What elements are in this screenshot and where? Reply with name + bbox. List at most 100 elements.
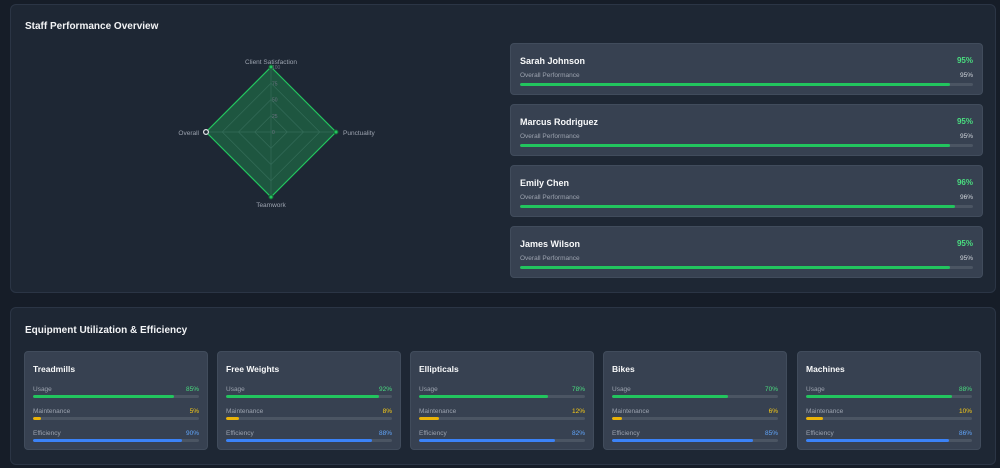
equipment-card-bikes[interactable]: Bikes Usage 70% Maintenance 6% Efficienc… xyxy=(603,351,787,450)
staff-percent: 95% xyxy=(956,239,973,248)
efficiency-value: 85% xyxy=(764,430,778,437)
usage-track xyxy=(226,395,392,398)
radar-chart: 100 75 50 25 0 Client Satisfaction Punctuali… xyxy=(178,59,376,209)
efficiency-label: Efficiency xyxy=(226,430,254,437)
usage-value: 85% xyxy=(185,386,199,393)
equipment-card-ellipticals[interactable]: Ellipticals Usage 78% Maintenance 12% Ef… xyxy=(410,351,594,450)
radar-tick-label: 0 xyxy=(272,130,275,136)
staff-progress-fill xyxy=(520,144,951,147)
equipment-utilization-panel: Equipment Utilization & Efficiency Tread… xyxy=(10,307,996,465)
staff-metric-value: 95% xyxy=(959,255,973,262)
equipment-name: Treadmills xyxy=(33,364,76,374)
staff-card[interactable]: James Wilson 95% Overall Performance 95% xyxy=(510,226,983,278)
maintenance-label: Maintenance xyxy=(226,408,264,415)
staff-progress-track xyxy=(520,205,973,208)
staff-progress-fill xyxy=(520,266,951,269)
equipment-card-treadmills[interactable]: Treadmills Usage 85% Maintenance 5% Effi… xyxy=(24,351,208,450)
equipment-name: Bikes xyxy=(612,364,635,374)
efficiency-value: 88% xyxy=(378,430,392,437)
equipment-panel-title: Equipment Utilization & Efficiency xyxy=(25,325,188,336)
staff-metric-value: 95% xyxy=(959,133,973,140)
equipment-card-machines[interactable]: Machines Usage 88% Maintenance 10% Effic… xyxy=(797,351,981,450)
usage-fill xyxy=(419,395,549,398)
staff-card[interactable]: Marcus Rodriguez 95% Overall Performance… xyxy=(510,104,983,156)
radar-axis-label-overall: Overall xyxy=(178,130,199,137)
efficiency-fill xyxy=(226,439,373,442)
maintenance-fill xyxy=(226,417,240,420)
staff-metric-value: 95% xyxy=(959,72,973,79)
staff-progress-track xyxy=(520,266,973,269)
staff-progress-fill xyxy=(520,83,951,86)
usage-value: 70% xyxy=(764,386,778,393)
usage-track xyxy=(612,395,778,398)
efficiency-value: 90% xyxy=(185,430,199,437)
maintenance-label: Maintenance xyxy=(419,408,457,415)
staff-name: James Wilson xyxy=(520,239,580,249)
radar-ticks: 100 75 50 25 0 xyxy=(272,65,281,136)
maintenance-value: 5% xyxy=(189,408,199,415)
usage-value: 78% xyxy=(571,386,585,393)
maintenance-value: 10% xyxy=(958,408,972,415)
efficiency-track xyxy=(612,439,778,442)
staff-name: Emily Chen xyxy=(520,178,570,188)
usage-label: Usage xyxy=(226,386,245,393)
usage-label: Usage xyxy=(419,386,438,393)
staff-progress-fill xyxy=(520,205,955,208)
usage-label: Usage xyxy=(806,386,825,393)
radar-point xyxy=(268,64,274,70)
radar-point xyxy=(202,128,209,135)
usage-label: Usage xyxy=(612,386,631,393)
equipment-name: Free Weights xyxy=(226,364,280,374)
staff-metric-label: Overall Performance xyxy=(520,133,580,140)
usage-value: 88% xyxy=(958,386,972,393)
radar-points xyxy=(202,64,339,200)
staff-performance-panel: Staff Performance Overview 100 75 50 25 0 Cl… xyxy=(10,4,996,293)
staff-name: Marcus Rodriguez xyxy=(520,117,599,127)
maintenance-label: Maintenance xyxy=(612,408,650,415)
efficiency-track xyxy=(419,439,585,442)
staff-card[interactable]: Sarah Johnson 95% Overall Performance 95… xyxy=(510,43,983,95)
efficiency-track xyxy=(806,439,972,442)
usage-value: 92% xyxy=(378,386,392,393)
efficiency-fill xyxy=(33,439,183,442)
efficiency-label: Efficiency xyxy=(419,430,447,437)
maintenance-value: 6% xyxy=(768,408,778,415)
usage-fill xyxy=(806,395,953,398)
maintenance-fill xyxy=(419,417,439,420)
staff-percent: 95% xyxy=(956,117,973,126)
maintenance-track xyxy=(612,417,778,420)
staff-metric-label: Overall Performance xyxy=(520,72,580,79)
radar-tick-label: 50 xyxy=(272,98,278,104)
radar-point xyxy=(333,129,339,135)
efficiency-value: 86% xyxy=(958,430,972,437)
radar-tick-label: 25 xyxy=(272,114,278,120)
usage-fill xyxy=(226,395,379,398)
staff-percent: 95% xyxy=(956,56,973,65)
radar-point xyxy=(268,194,274,200)
efficiency-label: Efficiency xyxy=(33,430,61,437)
maintenance-value: 8% xyxy=(382,408,392,415)
staff-metric-value: 96% xyxy=(959,194,973,201)
staff-progress-track xyxy=(520,83,973,86)
maintenance-fill xyxy=(612,417,622,420)
equipment-card-free-weights[interactable]: Free Weights Usage 92% Maintenance 8% Ef… xyxy=(217,351,401,450)
staff-metric-label: Overall Performance xyxy=(520,194,580,201)
maintenance-fill xyxy=(806,417,823,420)
usage-track xyxy=(419,395,585,398)
efficiency-label: Efficiency xyxy=(612,430,640,437)
equipment-name: Ellipticals xyxy=(419,364,459,374)
staff-name: Sarah Johnson xyxy=(520,56,586,66)
staff-card[interactable]: Emily Chen 96% Overall Performance 96% xyxy=(510,165,983,217)
staff-percent: 96% xyxy=(956,178,973,187)
staff-panel-title: Staff Performance Overview xyxy=(25,21,159,32)
usage-track xyxy=(33,395,199,398)
radar-axis-label-client-satisfaction: Client Satisfaction xyxy=(245,59,297,66)
maintenance-track xyxy=(33,417,199,420)
maintenance-label: Maintenance xyxy=(806,408,844,415)
maintenance-track xyxy=(419,417,585,420)
usage-label: Usage xyxy=(33,386,52,393)
maintenance-value: 12% xyxy=(571,408,585,415)
radar-axis-label-punctuality: Punctuality xyxy=(343,130,376,137)
efficiency-fill xyxy=(419,439,556,442)
staff-progress-track xyxy=(520,144,973,147)
